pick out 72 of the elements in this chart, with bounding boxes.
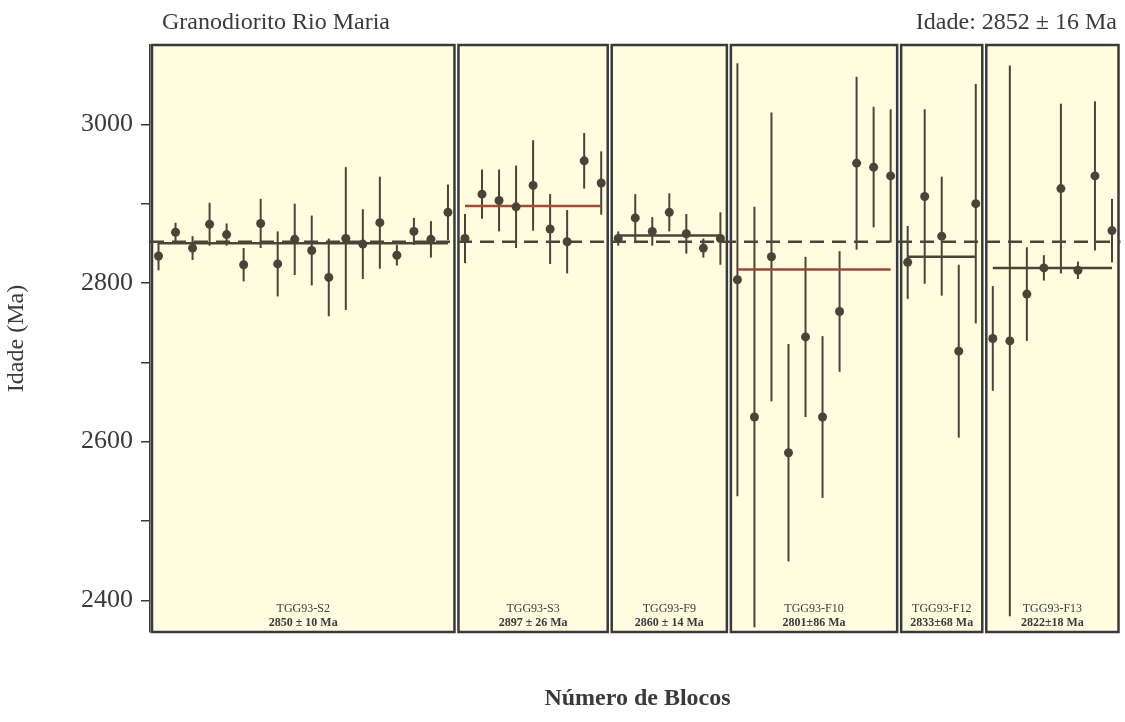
point [886,171,896,181]
point [392,250,402,260]
point [154,251,164,261]
point [256,218,266,228]
point [205,219,215,229]
x-axis-title: Número de Blocos [543,684,732,711]
point [1039,263,1049,273]
point [681,229,691,239]
point [852,158,862,168]
point [937,231,947,241]
point [188,243,198,253]
point [324,272,334,282]
point [1107,226,1117,236]
point [375,218,385,228]
point [664,207,674,217]
point [528,180,538,190]
point [1005,336,1015,346]
point [732,275,742,285]
point [307,245,317,255]
point [494,195,504,205]
point [443,207,453,217]
y-tick-label: 2800 [81,266,133,296]
annotation: TGG93-F12 [912,601,972,615]
point [562,237,572,247]
annotation: 2833±68 Ma [910,615,974,629]
point [903,257,913,267]
annotation: 2822±18 Ma [1020,615,1084,629]
point [409,226,419,236]
y-axis-title: Idade (Ma) [1,284,28,393]
y-tick-label: 2600 [81,425,133,455]
point [954,346,964,356]
point [647,226,657,236]
point [1073,265,1083,275]
point [1090,171,1100,181]
point [1022,289,1032,299]
point [273,259,283,269]
y-tick-label: 2400 [81,584,133,614]
point [783,448,793,458]
point [596,178,606,188]
point [1056,184,1066,194]
y-tick-label: 3000 [81,108,133,138]
point [511,202,521,212]
annotation: TGG93-F9 [642,601,696,615]
point [988,334,998,343]
annotation: 2897 ± 26 Ma [498,615,568,629]
point [477,189,487,199]
annotation: 2850 ± 10 Ma [268,615,338,629]
point [715,234,725,244]
annotation: 2860 ± 14 Ma [634,615,704,629]
annotation: TGG93-S3 [506,601,560,615]
point [869,162,879,172]
point [239,260,249,270]
annotation: TGG93-F10 [784,601,844,615]
annotation: 2801±86 Ma [782,615,846,629]
point [171,227,181,237]
point [920,192,930,202]
point [698,243,708,253]
point [818,412,828,422]
point [358,239,368,249]
chart-subtitle: Idade: 2852 ± 16 Ma [915,8,1117,35]
point [801,332,811,342]
point [749,412,759,422]
point [222,230,232,240]
point [630,213,640,223]
point [835,307,845,317]
point [545,224,555,234]
point [766,252,776,262]
annotation: TGG93-F13 [1022,601,1083,615]
point [971,199,981,209]
chart-title: Granodiorito Rio Maria [162,8,390,35]
annotation: TGG93-S2 [276,601,330,615]
point [579,156,589,166]
